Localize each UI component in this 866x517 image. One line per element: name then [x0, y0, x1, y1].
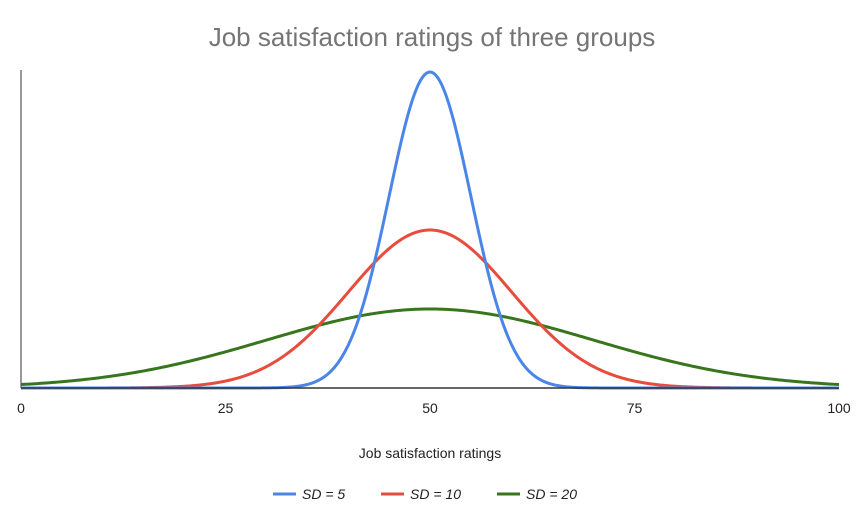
- legend: SD = 5 SD = 10 SD = 20: [273, 486, 577, 502]
- legend-label: SD = 10: [410, 486, 461, 502]
- legend-label: SD = 20: [526, 486, 577, 502]
- legend-label: SD = 5: [302, 486, 345, 502]
- x-tick-labels: 0 25 50 75 100: [17, 400, 851, 416]
- series-line-sd-20: [20, 307, 840, 387]
- x-tick-label: 25: [218, 400, 234, 416]
- series-layer: [20, 70, 840, 390]
- x-tick-label: 75: [627, 400, 643, 416]
- chart-title: Job satisfaction ratings of three groups: [209, 22, 656, 52]
- x-tick-label: 0: [17, 400, 25, 416]
- x-axis-label: Job satisfaction ratings: [359, 445, 501, 461]
- x-tick-label: 100: [827, 400, 851, 416]
- legend-item-sd-5: SD = 5: [273, 486, 345, 502]
- legend-item-sd-10: SD = 10: [381, 486, 461, 502]
- x-tick-label: 50: [422, 400, 438, 416]
- legend-item-sd-20: SD = 20: [497, 486, 577, 502]
